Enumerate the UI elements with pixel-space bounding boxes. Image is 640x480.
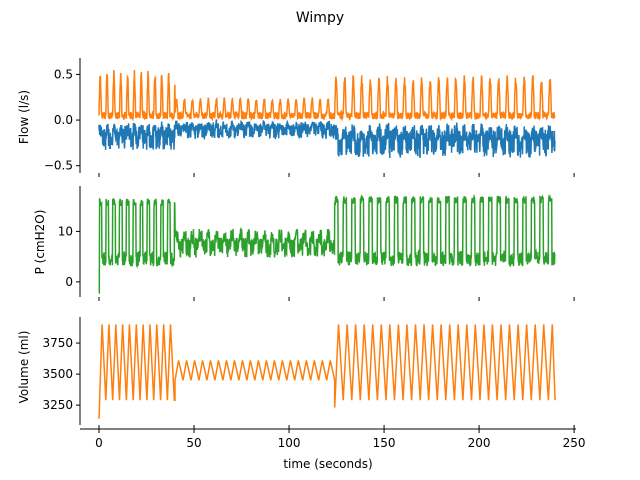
x-tick-label: 150 [373,436,396,450]
x-axis-label: time (seconds) [283,457,372,471]
x-tick-label: 100 [278,436,301,450]
volume-series [98,324,556,419]
figure-title: Wimpy [296,10,344,26]
pressure-panel: P (cmH2O) 0 10 [33,186,575,301]
flow-series-blue [98,119,556,159]
y-tick-label: 3500 [42,367,73,381]
y-tick-label: 0.0 [54,113,73,127]
y-tick-label: 10 [58,224,73,238]
volume-panel: Volume (ml) 3250 3500 3750 0 50 100 150 200 250 [17,317,586,450]
y-tick-label: 3250 [42,398,73,412]
y-tick-label: 3750 [42,336,73,350]
y-tick-label: 0.5 [54,67,73,81]
x-tick-label: 250 [563,436,586,450]
flow-ylabel: Flow (l/s) [17,90,31,144]
x-tick-label: 200 [468,436,491,450]
x-tick-label: 50 [186,436,201,450]
volume-ylabel: Volume (ml) [17,331,31,404]
y-tick-label: 0 [65,275,73,289]
flow-panel: Flow (l/s) −0.5 0.0 0.5 [17,58,575,177]
flow-series-orange [98,69,556,122]
pressure-ylabel: P (cmH2O) [33,210,47,275]
x-tick-label: 0 [95,436,103,450]
pressure-series [98,193,556,294]
y-tick-label: −0.5 [44,159,73,173]
